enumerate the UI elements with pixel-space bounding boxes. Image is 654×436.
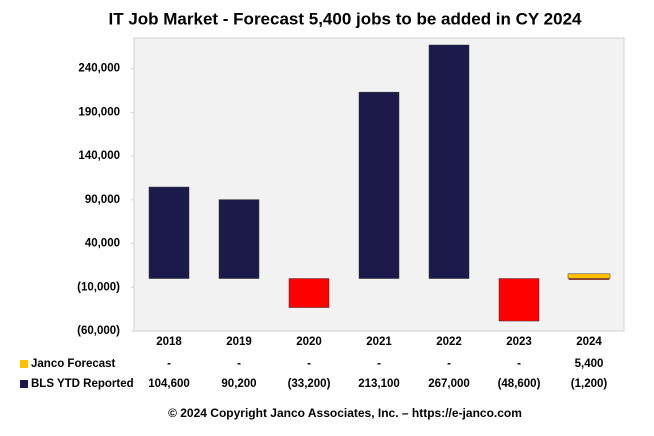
bar: [498, 278, 540, 322]
y-tick-label: 90,000: [85, 194, 120, 206]
x-tick-label: 2020: [296, 336, 322, 348]
value-label: 104,600: [148, 378, 190, 390]
bar: [148, 186, 190, 279]
chart-title: IT Job Market - Forecast 5,400 jobs to b…: [108, 9, 582, 28]
x-tick-label: 2024: [576, 336, 602, 348]
x-tick-label: 2023: [506, 336, 532, 348]
x-tick-label: 2018: [156, 336, 182, 348]
legend-swatch: [20, 360, 28, 368]
y-tick-label: 190,000: [78, 106, 120, 118]
legend-label: BLS YTD Reported: [31, 378, 134, 390]
value-label: (1,200): [571, 378, 608, 390]
y-tick-label: (60,000): [77, 325, 120, 337]
bar: [428, 44, 470, 279]
value-label: (33,200): [288, 378, 331, 390]
footer: © 2024 Copyright Janco Associates, Inc. …: [168, 406, 522, 420]
legend-label: Janco Forecast: [31, 358, 116, 370]
y-tick-label: 240,000: [78, 63, 120, 75]
bar: [218, 199, 260, 279]
value-label: -: [447, 358, 451, 370]
bar: [358, 91, 400, 279]
value-label: -: [377, 358, 381, 370]
y-tick-label: (10,000): [77, 281, 120, 293]
value-label: (48,600): [498, 378, 541, 390]
bar: [288, 278, 330, 308]
y-tick-label: 140,000: [78, 150, 120, 162]
y-tick-label: 40,000: [85, 238, 120, 250]
bar: [567, 273, 611, 279]
value-label: -: [167, 358, 171, 370]
x-tick-label: 2022: [436, 336, 462, 348]
value-label: -: [307, 358, 311, 370]
value-label: 90,200: [221, 378, 256, 390]
value-label: -: [237, 358, 241, 370]
x-tick-label: 2019: [226, 336, 252, 348]
value-label: 5,400: [575, 358, 604, 370]
x-tick-label: 2021: [366, 336, 392, 348]
value-label: 213,100: [358, 378, 400, 390]
legend-swatch: [20, 380, 28, 388]
value-label: 267,000: [428, 378, 470, 390]
value-label: -: [517, 358, 521, 370]
